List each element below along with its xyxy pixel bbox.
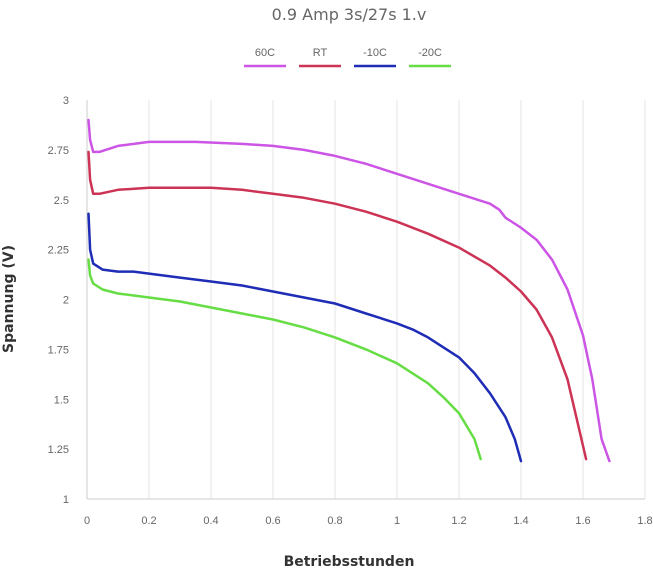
x-tick-label: 0.2 bbox=[141, 515, 156, 527]
y-tick-label: 1.5 bbox=[54, 394, 69, 406]
x-tick-label: 0.4 bbox=[203, 515, 218, 527]
x-tick-label: 0 bbox=[84, 515, 90, 527]
y-tick-label: 2.75 bbox=[48, 145, 69, 157]
x-tick-label: 1.2 bbox=[451, 515, 466, 527]
x-tick-label: 1 bbox=[394, 515, 400, 527]
x-tick-label: 0.6 bbox=[265, 515, 280, 527]
x-tick-label: 1.4 bbox=[513, 515, 528, 527]
y-tick-label: 2.25 bbox=[48, 245, 69, 257]
x-tick-label: 0.8 bbox=[327, 515, 342, 527]
legend: 60C RT -10C -20C bbox=[244, 47, 451, 68]
x-axis-title: Betriebsstunden bbox=[284, 554, 415, 569]
y-tick-label: 2 bbox=[63, 295, 69, 307]
y-tick-label: 1.25 bbox=[48, 444, 69, 456]
x-tick-label: 1.8 bbox=[637, 515, 652, 527]
y-tick-label: 3 bbox=[63, 95, 69, 107]
series-group bbox=[87, 118, 611, 463]
grid-lines bbox=[148, 100, 646, 499]
series-line-RT bbox=[87, 150, 588, 461]
y-axis-title: Spannung (V) bbox=[1, 245, 17, 353]
series-line-60C bbox=[87, 118, 611, 463]
series-line--20C bbox=[87, 258, 482, 461]
legend-label: 60C bbox=[255, 47, 275, 59]
y-tick-label: 2.5 bbox=[54, 195, 69, 207]
y-tick-label: 1.75 bbox=[48, 344, 69, 356]
x-tick-label: 1.6 bbox=[575, 515, 590, 527]
y-tick-label: 1 bbox=[63, 494, 69, 506]
chart-title: 0.9 Amp 3s/27s 1.v bbox=[272, 5, 427, 24]
axes: 0 0.2 0.4 0.6 0.8 1 1.2 1.4 1.6 1.8 1 1.25 1.5 1.75 2 2… bbox=[48, 95, 653, 527]
legend-label: RT bbox=[313, 47, 328, 59]
legend-label: -10C bbox=[363, 47, 387, 59]
legend-label: -20C bbox=[418, 47, 442, 59]
series-line--10C bbox=[87, 212, 523, 463]
